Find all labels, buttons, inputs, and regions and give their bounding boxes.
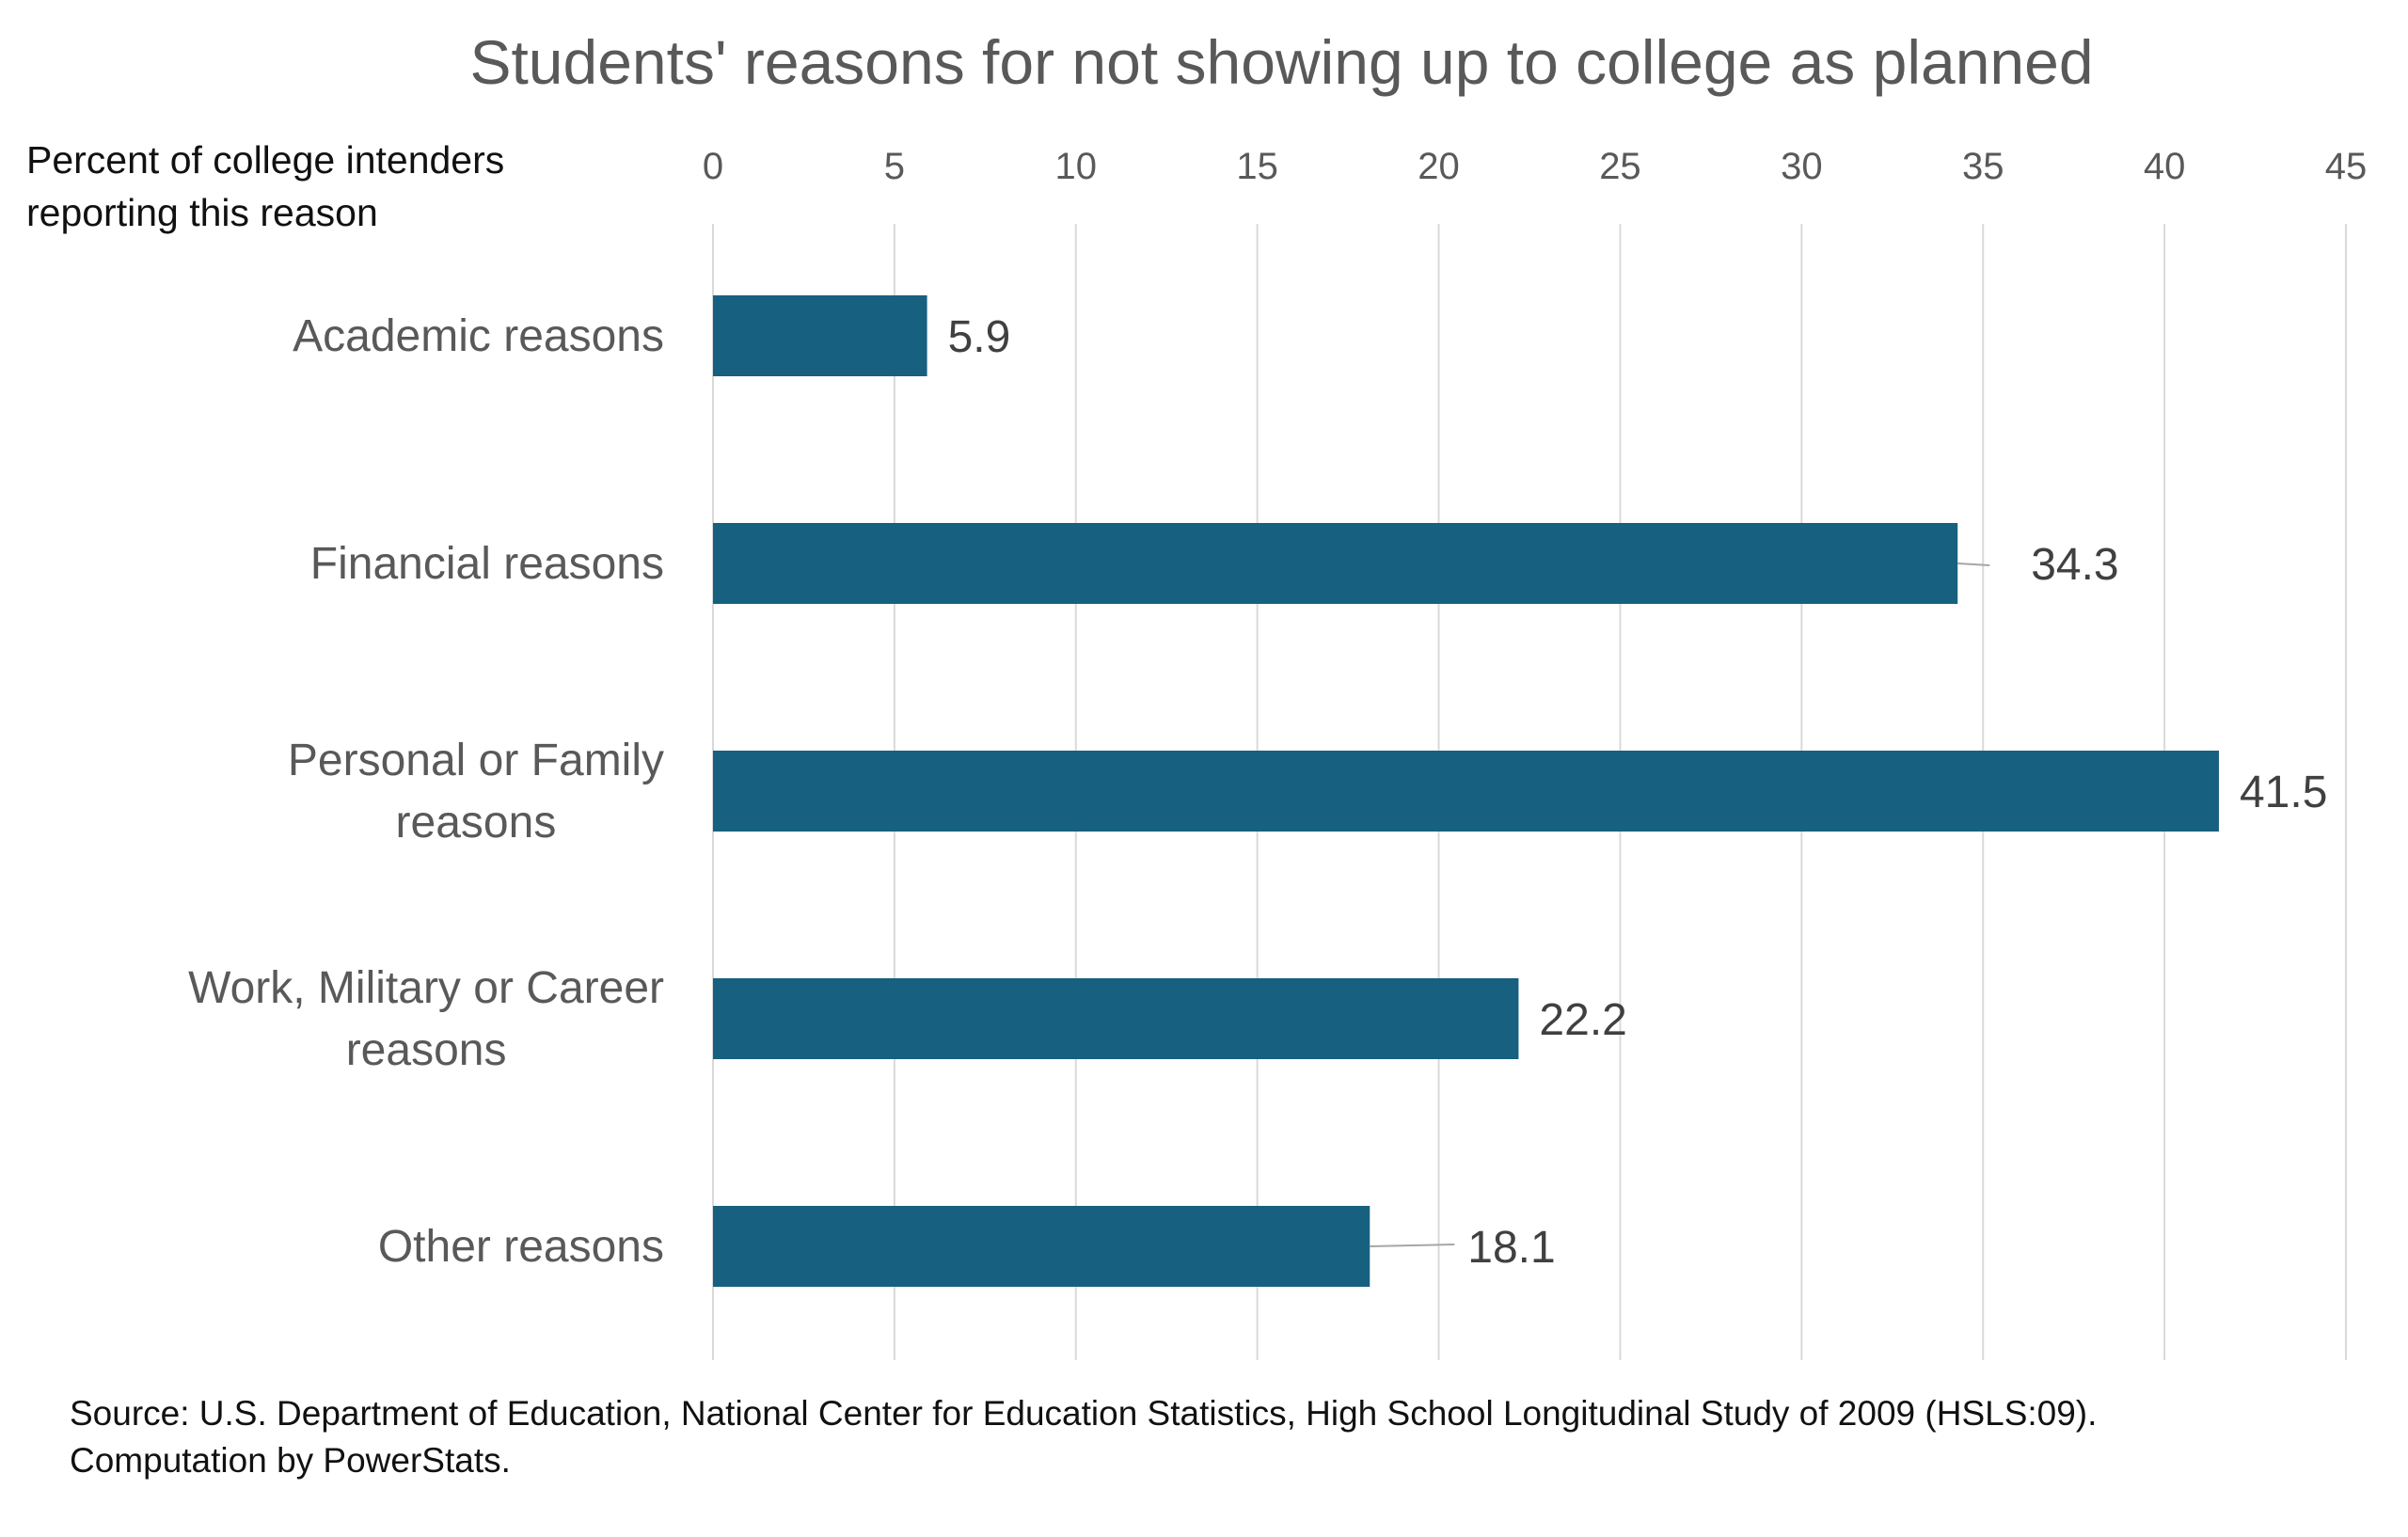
data-label: 5.9 — [948, 312, 1011, 362]
x-tick-label: 25 — [1599, 146, 1641, 187]
category-label: Other reasons — [378, 1222, 664, 1272]
category-label: reasons — [396, 798, 557, 848]
x-axis-title: Percent of college intenders reporting t… — [26, 138, 505, 234]
data-label: 22.2 — [1539, 995, 1626, 1045]
bar — [713, 1206, 1370, 1287]
bar — [713, 751, 2219, 832]
data-label: 18.1 — [1467, 1223, 1555, 1273]
chart-title: Students' reasons for not showing up to … — [469, 27, 2094, 97]
category-label: Work, Military or Career — [188, 963, 664, 1013]
x-tick-label: 5 — [884, 146, 905, 187]
x-tick-label: 10 — [1055, 146, 1098, 187]
category-label: reasons — [346, 1025, 507, 1075]
x-tick-label: 0 — [703, 146, 723, 187]
x-tick-label: 20 — [1418, 146, 1460, 187]
source-line-2: Computation by PowerStats. — [70, 1441, 511, 1480]
bar — [713, 523, 1958, 604]
bar — [713, 295, 927, 376]
x-tick-label: 30 — [1781, 146, 1823, 187]
category-label: Financial reasons — [310, 539, 664, 589]
x-tick-label: 35 — [1962, 146, 2004, 187]
bar — [713, 978, 1519, 1059]
source-line-1: Source: U.S. Department of Education, Na… — [70, 1394, 2098, 1433]
x-tick-label: 45 — [2325, 146, 2368, 187]
data-label: 34.3 — [2031, 540, 2118, 590]
leader-line — [1370, 1244, 1455, 1247]
data-label: 41.5 — [2240, 768, 2327, 817]
category-label: Academic reasons — [293, 311, 664, 361]
x-tick-label: 15 — [1236, 146, 1278, 187]
category-label: Personal or Family — [288, 736, 664, 785]
x-tick-label: 40 — [2144, 146, 2186, 187]
leader-line — [1957, 563, 1990, 566]
source-note: Source: U.S. Department of Education, Na… — [70, 1390, 2365, 1484]
